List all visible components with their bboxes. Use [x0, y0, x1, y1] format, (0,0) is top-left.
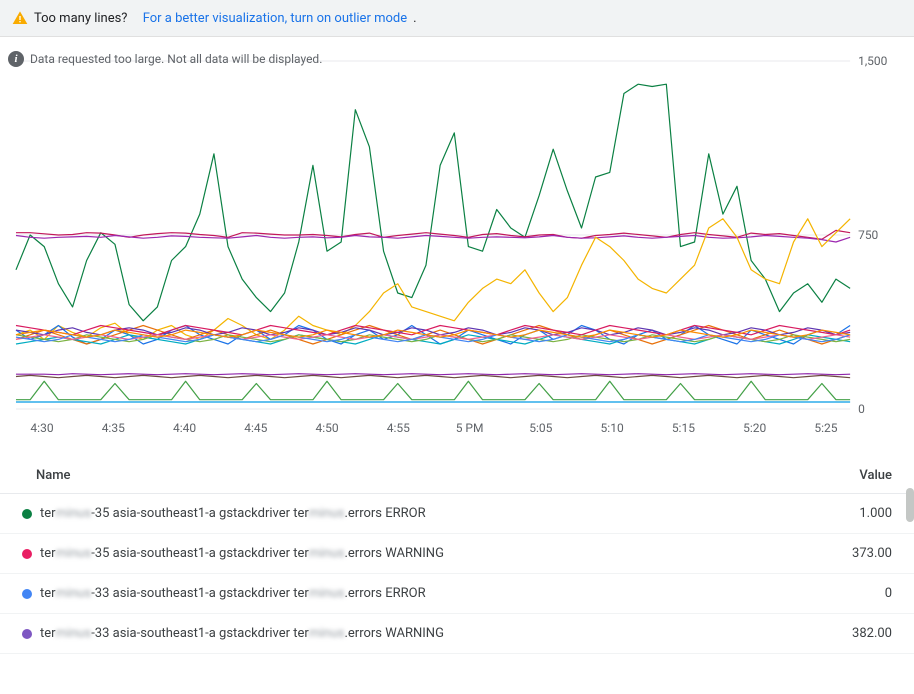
x-tick: 4:55	[378, 421, 418, 435]
info-icon: i	[8, 51, 24, 67]
x-tick: 5:20	[735, 421, 775, 435]
row-name: terminus-35 asia-southeast1-a gstackdriv…	[40, 546, 802, 561]
scrollbar-thumb[interactable]	[906, 488, 914, 522]
row-name: terminus-33 asia-southeast1-a gstackdriv…	[40, 626, 802, 641]
info-message-text: Data requested too large. Not all data w…	[30, 52, 322, 66]
x-tick: 4:40	[165, 421, 205, 435]
x-tick: 4:35	[93, 421, 133, 435]
warning-banner: Too many lines? For a better visualizati…	[0, 0, 914, 37]
column-header-value[interactable]: Value	[802, 468, 892, 483]
series-color-dot	[22, 629, 32, 639]
x-tick: 4:30	[22, 421, 62, 435]
x-tick: 5:25	[806, 421, 846, 435]
warning-icon	[12, 10, 28, 26]
row-value: 373.00	[802, 546, 892, 561]
x-tick: 5:10	[592, 421, 632, 435]
row-value: 382.00	[802, 626, 892, 641]
column-header-name[interactable]: Name	[36, 468, 802, 483]
x-tick: 4:45	[236, 421, 276, 435]
table-header: Name Value	[0, 458, 914, 494]
series-color-dot	[22, 509, 32, 519]
banner-period: .	[413, 11, 416, 26]
row-value: 0	[802, 586, 892, 601]
table-row[interactable]: terminus-33 asia-southeast1-a gstackdriv…	[0, 574, 914, 614]
series-color-dot	[22, 589, 32, 599]
row-name: terminus-33 asia-southeast1-a gstackdriv…	[40, 586, 802, 601]
row-value: 1.000	[802, 506, 892, 521]
x-tick: 5:15	[663, 421, 703, 435]
x-axis: 4:30 4:35 4:40 4:45 4:50 4:55 5 PM 5:05 5:10 5:15…	[8, 415, 906, 435]
legend-table: Name Value terminus-35 asia-southeast1-a…	[0, 457, 914, 654]
svg-text:1,500: 1,500	[858, 55, 888, 68]
table-row[interactable]: terminus-35 asia-southeast1-a gstackdriv…	[0, 534, 914, 574]
x-tick: 4:50	[307, 421, 347, 435]
info-message: i Data requested too large. Not all data…	[8, 51, 322, 67]
row-name: terminus-35 asia-southeast1-a gstackdriv…	[40, 506, 802, 521]
banner-text: Too many lines?	[34, 11, 127, 26]
table-row[interactable]: terminus-35 asia-southeast1-a gstackdriv…	[0, 494, 914, 534]
series-color-dot	[22, 549, 32, 559]
x-tick: 5:05	[521, 421, 561, 435]
chart-area: i Data requested too large. Not all data…	[0, 37, 914, 435]
svg-text:0: 0	[858, 402, 865, 415]
outlier-mode-link[interactable]: For a better visualization, turn on outl…	[143, 11, 407, 26]
table-row[interactable]: terminus-33 asia-southeast1-a gstackdriv…	[0, 614, 914, 654]
line-chart[interactable]: 0 750 1,500	[8, 55, 906, 415]
x-tick: 5 PM	[450, 421, 490, 435]
svg-text:750: 750	[858, 228, 878, 242]
